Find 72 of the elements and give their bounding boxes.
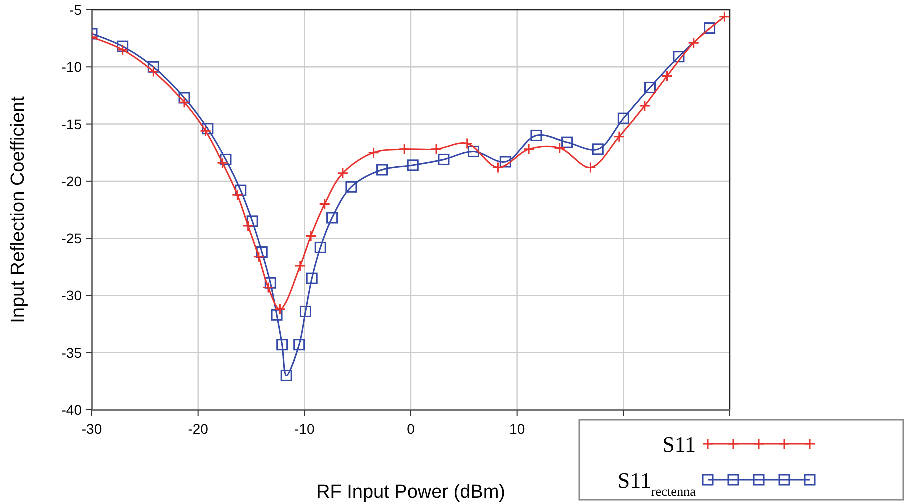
x-axis-title: RF Input Power (dBm) <box>316 482 506 503</box>
point <box>614 131 626 143</box>
x-tick-label: 10 <box>510 421 526 437</box>
point <box>235 184 247 196</box>
point <box>294 339 306 351</box>
point <box>242 220 254 232</box>
point <box>117 40 129 52</box>
point <box>271 309 283 321</box>
point <box>262 282 274 294</box>
y-tick-label: -10 <box>62 59 82 76</box>
y-tick-label: -25 <box>62 230 82 247</box>
point <box>305 230 317 242</box>
point <box>438 154 450 166</box>
point <box>398 144 410 156</box>
point <box>326 212 338 224</box>
point <box>554 142 566 154</box>
y-tick-label: -20 <box>62 173 82 190</box>
point <box>300 306 312 318</box>
point <box>500 156 512 168</box>
point <box>178 96 190 108</box>
point <box>644 82 656 94</box>
point <box>253 251 265 263</box>
point <box>618 112 630 124</box>
point <box>178 92 190 104</box>
point <box>306 272 318 284</box>
point <box>274 304 286 316</box>
y-tick-label: -15 <box>62 116 82 132</box>
point <box>337 168 349 180</box>
point <box>232 189 244 201</box>
x-tick-label: -20 <box>188 421 209 437</box>
point <box>704 22 716 34</box>
point <box>492 162 504 174</box>
point <box>562 136 574 148</box>
point <box>217 157 229 169</box>
point <box>319 198 331 210</box>
point <box>220 154 232 166</box>
point <box>592 144 604 156</box>
point <box>314 242 326 254</box>
point <box>407 160 419 172</box>
point <box>264 277 276 289</box>
point <box>246 216 258 228</box>
point <box>523 144 535 156</box>
point <box>673 51 685 63</box>
point <box>276 339 288 351</box>
point <box>530 130 542 142</box>
point <box>256 246 268 258</box>
point <box>294 260 306 272</box>
point <box>148 61 160 73</box>
point <box>462 138 474 150</box>
point <box>346 181 358 193</box>
point <box>280 370 292 382</box>
point <box>148 66 160 78</box>
y-tick-label: -40 <box>62 402 82 418</box>
y-tick-label: -5 <box>70 2 82 18</box>
point <box>368 147 380 159</box>
x-tick-label: -30 <box>82 421 102 437</box>
point <box>662 70 674 82</box>
y-axis-title: Input Reflection Coefficient <box>8 96 29 324</box>
point <box>376 164 388 176</box>
point <box>688 37 700 49</box>
point <box>639 100 651 112</box>
point <box>584 162 596 174</box>
y-tick-label: -30 <box>62 288 82 304</box>
point <box>117 44 129 56</box>
legend-label: S11 <box>662 432 696 457</box>
y-tick-label: -35 <box>62 344 82 361</box>
x-tick-label: -10 <box>294 421 315 437</box>
x-tick-label: 0 <box>407 421 416 437</box>
point <box>718 11 730 23</box>
legend-label: S11$_{rectenna}$ <box>618 468 696 498</box>
point <box>430 144 442 156</box>
point <box>468 146 480 158</box>
